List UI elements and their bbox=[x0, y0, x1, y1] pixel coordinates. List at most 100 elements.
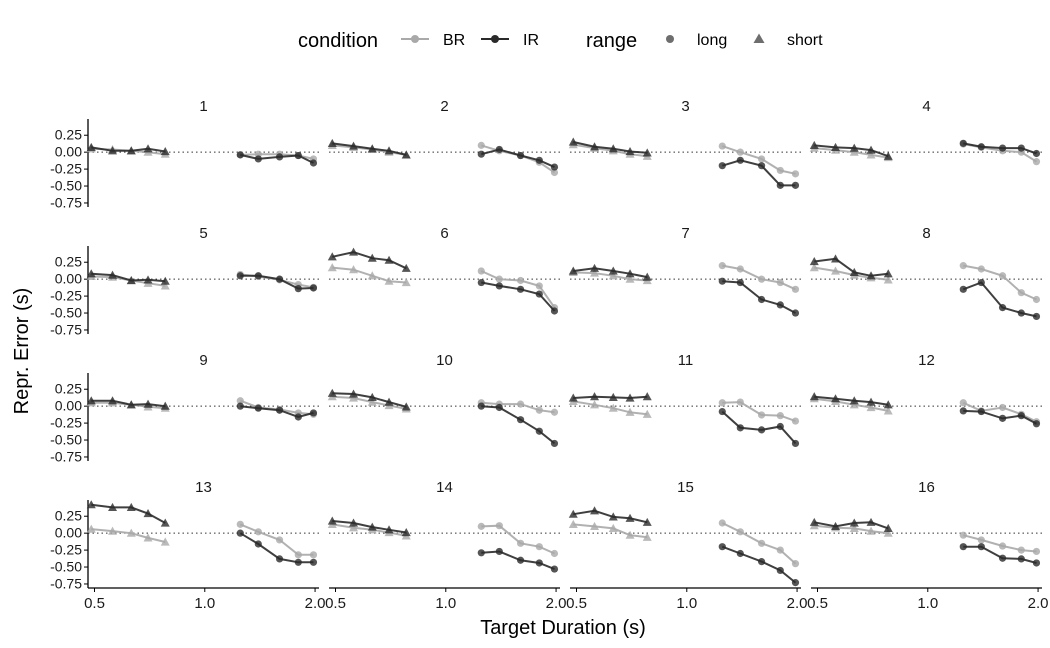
data-point-ir-short bbox=[367, 253, 377, 262]
data-point-ir-short bbox=[608, 512, 618, 521]
data-point-ir-short bbox=[108, 270, 118, 279]
legend: condition BR IR range long short bbox=[298, 30, 823, 52]
data-point-br-long bbox=[1032, 158, 1041, 166]
data-point-ir-long bbox=[791, 181, 800, 189]
panel-label: 2 bbox=[440, 98, 448, 115]
data-point-ir-short bbox=[143, 144, 153, 153]
legend-condition-title: condition bbox=[298, 30, 378, 52]
data-point-ir-long bbox=[998, 554, 1007, 562]
data-point-ir-short bbox=[108, 396, 118, 405]
panel-1: 1 0.250.00-0.25-0.50-0.75 bbox=[50, 98, 319, 210]
data-point-ir-short bbox=[160, 276, 170, 285]
panel-label: 10 bbox=[436, 352, 453, 369]
data-point-br-long bbox=[275, 536, 284, 544]
data-point-br-short bbox=[367, 397, 377, 406]
data-point-ir-short bbox=[866, 271, 876, 280]
data-point-br-long bbox=[718, 519, 726, 527]
series-line-ir-short bbox=[91, 146, 166, 153]
panel-label: 3 bbox=[681, 98, 689, 115]
data-point-ir-long bbox=[718, 162, 726, 170]
data-point-ir-long bbox=[254, 155, 262, 163]
data-point-br-short bbox=[809, 263, 819, 272]
data-point-ir-long bbox=[254, 272, 262, 280]
x-tick-label: 0.5 bbox=[84, 595, 105, 612]
data-point-ir-short bbox=[108, 146, 118, 155]
data-point-br-short bbox=[608, 403, 618, 412]
data-point-br-long bbox=[776, 166, 784, 175]
data-point-ir-short bbox=[866, 517, 876, 526]
data-point-ir-short bbox=[642, 517, 652, 526]
data-point-br-short bbox=[160, 281, 170, 290]
data-point-ir-short bbox=[883, 269, 893, 278]
data-point-ir-short bbox=[327, 388, 337, 397]
data-point-br-short bbox=[367, 271, 377, 280]
data-point-ir-long bbox=[294, 558, 302, 566]
data-point-br-long bbox=[294, 551, 302, 559]
data-point-ir-long bbox=[254, 404, 262, 412]
data-point-ir-short bbox=[590, 142, 600, 151]
data-point-br-long bbox=[718, 262, 726, 270]
data-point-ir-long bbox=[309, 284, 318, 292]
data-point-ir-short bbox=[349, 141, 359, 150]
data-point-ir-short bbox=[831, 521, 841, 530]
panel-label: 12 bbox=[918, 352, 935, 369]
data-point-ir-short bbox=[568, 509, 578, 518]
data-point-br-long bbox=[718, 399, 726, 407]
legend-range-title: range bbox=[586, 30, 637, 52]
data-point-ir-short bbox=[401, 150, 411, 159]
data-point-ir-short bbox=[809, 257, 819, 266]
data-point-ir-short bbox=[642, 272, 652, 281]
data-point-ir-short bbox=[384, 525, 394, 534]
legend-br-label: BR bbox=[443, 32, 465, 49]
data-point-ir-long bbox=[516, 151, 525, 160]
data-point-ir-long bbox=[495, 282, 503, 290]
data-point-ir-long bbox=[309, 159, 318, 167]
data-point-ir-long bbox=[998, 304, 1007, 312]
data-point-br-short bbox=[126, 528, 136, 537]
data-point-ir-long bbox=[275, 406, 284, 414]
data-point-ir-long bbox=[254, 540, 262, 548]
x-axis-title: Target Duration (s) bbox=[480, 617, 646, 639]
panel-7: 7 bbox=[568, 225, 801, 317]
data-point-ir-short bbox=[367, 522, 377, 531]
data-point-br-long bbox=[535, 543, 543, 551]
data-point-ir-long bbox=[275, 275, 284, 283]
data-point-br-long bbox=[736, 528, 744, 536]
series-line-ir-long bbox=[481, 281, 556, 312]
data-point-ir-short bbox=[831, 394, 841, 403]
data-point-br-short bbox=[590, 521, 600, 530]
data-point-ir-short bbox=[384, 255, 394, 264]
panel-label: 6 bbox=[440, 225, 448, 242]
data-point-ir-short bbox=[86, 269, 96, 278]
data-point-br-long bbox=[776, 412, 784, 420]
data-point-ir-short bbox=[327, 252, 337, 261]
y-tick-label: 0.25 bbox=[55, 381, 82, 397]
panel-label: 7 bbox=[681, 225, 689, 242]
data-point-ir-short bbox=[349, 247, 359, 256]
data-point-ir-long bbox=[757, 558, 766, 566]
data-point-br-long bbox=[309, 551, 318, 559]
data-point-ir-long bbox=[1032, 149, 1041, 158]
data-point-ir-long bbox=[977, 143, 985, 151]
panel-label: 8 bbox=[922, 225, 930, 242]
data-point-br-short bbox=[86, 524, 96, 533]
data-point-ir-short bbox=[809, 140, 819, 149]
data-point-ir-long bbox=[495, 403, 503, 412]
panel-9: 9 0.250.00-0.25-0.50-0.75 bbox=[50, 352, 319, 464]
data-point-ir-long bbox=[977, 543, 985, 551]
data-point-br-long bbox=[791, 170, 800, 178]
data-point-ir-long bbox=[959, 139, 967, 147]
data-point-ir-long bbox=[736, 156, 744, 164]
data-point-br-long bbox=[977, 536, 985, 544]
data-point-br-short bbox=[608, 523, 618, 533]
data-point-br-long bbox=[550, 549, 559, 558]
series-line-br-long bbox=[481, 524, 555, 555]
panel-label: 1 bbox=[199, 98, 207, 115]
series-line-br-long bbox=[963, 534, 1037, 553]
data-point-ir-long bbox=[1032, 420, 1041, 428]
data-point-ir-short bbox=[367, 392, 377, 401]
data-point-br-long bbox=[791, 417, 800, 425]
data-point-ir-short bbox=[108, 502, 118, 512]
data-point-br-long bbox=[736, 148, 744, 156]
data-point-ir-short bbox=[849, 143, 859, 152]
